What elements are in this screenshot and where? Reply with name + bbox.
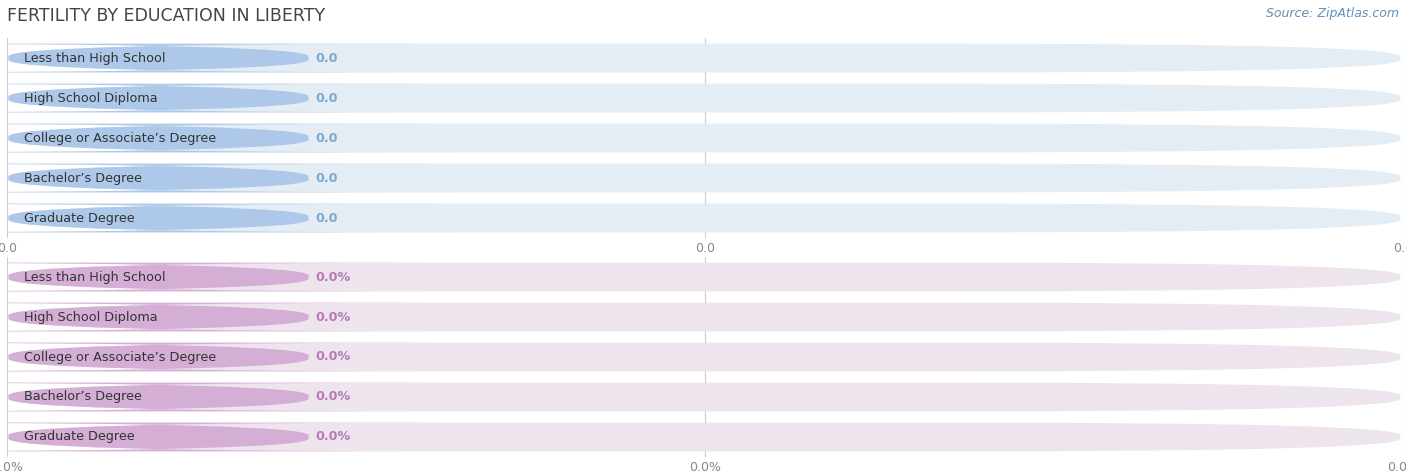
FancyBboxPatch shape (0, 303, 456, 331)
FancyBboxPatch shape (8, 423, 1400, 451)
Text: College or Associate’s Degree: College or Associate’s Degree (24, 350, 217, 364)
Text: Bachelor’s Degree: Bachelor’s Degree (24, 171, 142, 185)
Text: 0.0: 0.0 (315, 51, 337, 65)
FancyBboxPatch shape (0, 84, 456, 112)
Text: Graduate Degree: Graduate Degree (24, 211, 135, 225)
Text: 0.0%: 0.0% (315, 310, 352, 324)
FancyBboxPatch shape (0, 263, 456, 291)
FancyBboxPatch shape (8, 383, 1400, 411)
Text: 0.0: 0.0 (315, 171, 337, 185)
Text: Graduate Degree: Graduate Degree (24, 430, 135, 444)
Text: 0.0: 0.0 (315, 91, 337, 105)
Text: 0.0: 0.0 (315, 211, 337, 225)
FancyBboxPatch shape (8, 124, 1400, 152)
FancyBboxPatch shape (8, 303, 1400, 331)
Text: 0.0%: 0.0% (315, 270, 352, 284)
Text: College or Associate’s Degree: College or Associate’s Degree (24, 131, 217, 145)
FancyBboxPatch shape (0, 124, 456, 152)
Text: High School Diploma: High School Diploma (24, 310, 157, 324)
Text: 0.0%: 0.0% (315, 350, 352, 364)
Text: Bachelor’s Degree: Bachelor’s Degree (24, 390, 142, 404)
FancyBboxPatch shape (0, 383, 456, 411)
Text: 0.0%: 0.0% (315, 430, 352, 444)
FancyBboxPatch shape (8, 84, 1400, 112)
FancyBboxPatch shape (0, 44, 456, 72)
Text: 0.0%: 0.0% (315, 390, 352, 404)
FancyBboxPatch shape (0, 343, 456, 371)
Text: FERTILITY BY EDUCATION IN LIBERTY: FERTILITY BY EDUCATION IN LIBERTY (7, 7, 325, 25)
FancyBboxPatch shape (8, 263, 1400, 291)
FancyBboxPatch shape (0, 204, 456, 232)
Text: Source: ZipAtlas.com: Source: ZipAtlas.com (1265, 7, 1399, 20)
FancyBboxPatch shape (8, 204, 1400, 232)
Text: Less than High School: Less than High School (24, 51, 166, 65)
Text: 0.0: 0.0 (315, 131, 337, 145)
Text: Less than High School: Less than High School (24, 270, 166, 284)
FancyBboxPatch shape (0, 423, 456, 451)
FancyBboxPatch shape (8, 343, 1400, 371)
FancyBboxPatch shape (8, 164, 1400, 192)
FancyBboxPatch shape (0, 164, 456, 192)
Text: High School Diploma: High School Diploma (24, 91, 157, 105)
FancyBboxPatch shape (8, 44, 1400, 72)
